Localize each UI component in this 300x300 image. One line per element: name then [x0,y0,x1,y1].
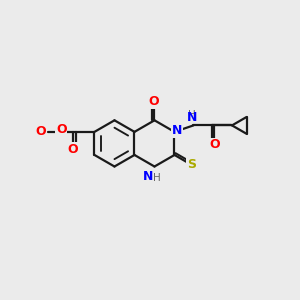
Text: H: H [153,173,161,183]
Text: O: O [56,123,67,136]
Text: S: S [187,158,196,171]
Text: O: O [148,95,159,108]
Text: N: N [187,111,197,124]
Text: O: O [209,138,220,151]
Text: O: O [68,143,78,156]
Text: N: N [143,170,153,183]
Text: O: O [35,125,46,138]
Text: H: H [188,110,196,120]
Text: N: N [172,124,182,137]
